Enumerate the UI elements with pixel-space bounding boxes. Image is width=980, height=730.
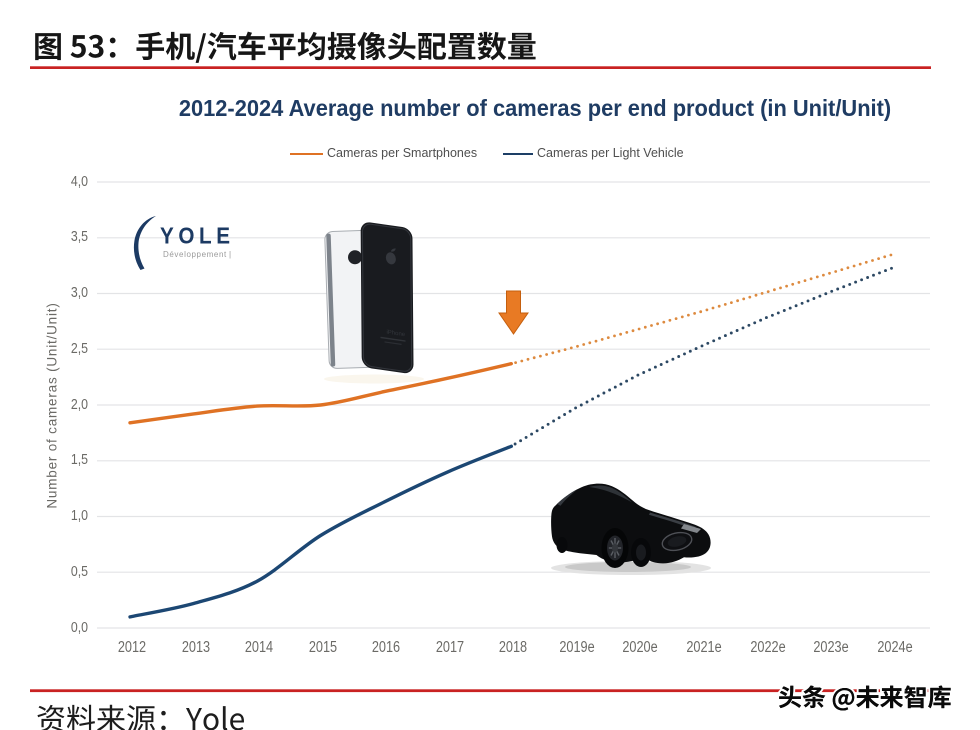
svg-text:YOLE: YOLE (160, 222, 235, 249)
svg-text:iPhone: iPhone (386, 330, 405, 339)
svg-text:Développement |: Développement | (163, 250, 232, 259)
